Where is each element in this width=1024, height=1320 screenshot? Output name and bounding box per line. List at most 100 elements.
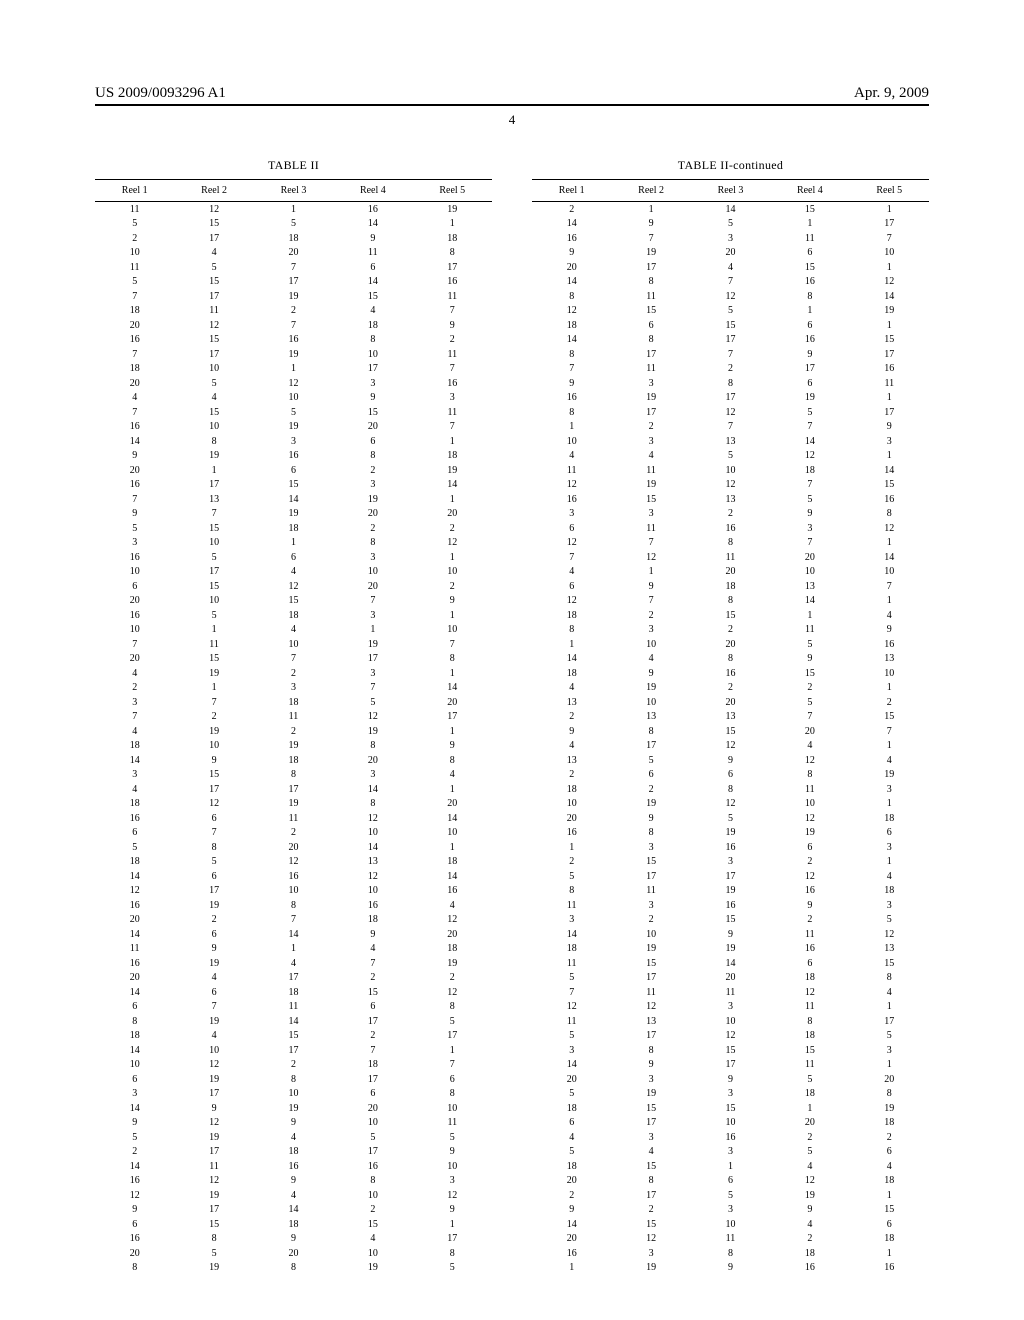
table-cell: 16 <box>691 666 770 681</box>
table-cell: 9 <box>95 1116 174 1131</box>
table-cell: 8 <box>850 507 929 522</box>
table-cell: 15 <box>770 666 849 681</box>
table-row: 3718520 <box>95 695 492 710</box>
table-row: 61518151 <box>95 1217 492 1232</box>
table-cell: 13 <box>532 695 611 710</box>
table-cell: 11 <box>95 942 174 957</box>
table-cell: 7 <box>413 1058 492 1073</box>
table-cell: 2 <box>770 1130 849 1145</box>
table-cell: 4 <box>174 246 253 261</box>
table-cell: 15 <box>174 521 253 536</box>
table-row: 121912715 <box>532 478 929 493</box>
table-cell: 6 <box>850 1145 929 1160</box>
right-column: TABLE II-continued Reel 1Reel 2Reel 3Ree… <box>532 158 929 1275</box>
table-cell: 7 <box>413 362 492 377</box>
table-cell: 12 <box>691 739 770 754</box>
table-row: 4171241 <box>532 739 929 754</box>
table-row: 181219820 <box>95 797 492 812</box>
table-cell: 4 <box>174 971 253 986</box>
table-cell: 16 <box>95 420 174 435</box>
table-cell: 8 <box>333 739 412 754</box>
table-row: 71111124 <box>532 985 929 1000</box>
table-cell: 14 <box>850 289 929 304</box>
table-cell: 4 <box>333 304 412 319</box>
table-cell: 10 <box>333 1246 412 1261</box>
table-cell: 9 <box>174 942 253 957</box>
table-row: 18415217 <box>95 1029 492 1044</box>
table-cell: 8 <box>850 1087 929 1102</box>
table-cell: 15 <box>770 202 849 217</box>
table-cell: 12 <box>413 985 492 1000</box>
table-cell: 2 <box>691 507 770 522</box>
table-cell: 12 <box>174 1058 253 1073</box>
table-cell: 16 <box>95 333 174 348</box>
table-cell: 4 <box>611 1145 690 1160</box>
table-cell: 17 <box>174 782 253 797</box>
table-cell: 18 <box>850 884 929 899</box>
table-cell: 5 <box>95 275 174 290</box>
table-cell: 7 <box>174 1000 253 1015</box>
table-cell: 5 <box>413 1014 492 1029</box>
table-cell: 14 <box>333 275 412 290</box>
table-row: 5820141 <box>95 840 492 855</box>
table-cell: 7 <box>611 536 690 551</box>
table-cell: 6 <box>95 1217 174 1232</box>
table-cell: 19 <box>174 956 253 971</box>
table-cell: 4 <box>333 1232 412 1247</box>
table-cell: 19 <box>254 347 333 362</box>
table-cell: 7 <box>691 420 770 435</box>
table-cell: 4 <box>611 652 690 667</box>
table-cell: 17 <box>611 347 690 362</box>
table-cell: 1 <box>850 855 929 870</box>
table-cell: 14 <box>333 840 412 855</box>
table-row: 1157617 <box>95 260 492 275</box>
table-cell: 11 <box>611 521 690 536</box>
table-cell: 11 <box>174 637 253 652</box>
table-cell: 3 <box>611 507 690 522</box>
table-cell: 13 <box>611 1014 690 1029</box>
table-cell: 20 <box>532 1232 611 1247</box>
table-cell: 20 <box>850 1072 929 1087</box>
table-cell: 11 <box>611 884 690 899</box>
table-cell: 5 <box>532 869 611 884</box>
table-cell: 14 <box>850 463 929 478</box>
table-cell: 17 <box>174 884 253 899</box>
table-row: 12123111 <box>532 1000 929 1015</box>
table-cell: 5 <box>770 1145 849 1160</box>
table-cell: 19 <box>413 463 492 478</box>
table-cell: 18 <box>254 985 333 1000</box>
table-cell: 15 <box>254 1029 333 1044</box>
table-row: 2016219 <box>95 463 492 478</box>
table-cell: 8 <box>532 289 611 304</box>
table-cell: 4 <box>254 623 333 638</box>
table-cell: 12 <box>413 1188 492 1203</box>
table-row: 21313715 <box>532 710 929 725</box>
table-cell: 18 <box>254 231 333 246</box>
table-row: 97192020 <box>95 507 492 522</box>
table-row: 1014110 <box>95 623 492 638</box>
left-column: TABLE II Reel 1Reel 2Reel 3Reel 4Reel 5 … <box>95 158 492 1275</box>
table-cell: 11 <box>611 985 690 1000</box>
table-cell: 20 <box>333 507 412 522</box>
table-cell: 13 <box>850 942 929 957</box>
table-cell: 19 <box>770 391 849 406</box>
table-cell: 18 <box>254 1217 333 1232</box>
table-cell: 1 <box>850 594 929 609</box>
table-cell: 13 <box>691 492 770 507</box>
table-cell: 1 <box>850 536 929 551</box>
table-cell: 5 <box>770 637 849 652</box>
table-cell: 14 <box>850 550 929 565</box>
table-cell: 4 <box>611 449 690 464</box>
table-cell: 6 <box>532 1116 611 1131</box>
table-cell: 16 <box>413 884 492 899</box>
table-cell: 10 <box>95 565 174 580</box>
table-cell: 11 <box>254 1000 333 1015</box>
table-cell: 14 <box>691 956 770 971</box>
table-row: 5151822 <box>95 521 492 536</box>
table-row: 20861218 <box>532 1174 929 1189</box>
table-cell: 11 <box>611 463 690 478</box>
table-cell: 1 <box>413 608 492 623</box>
table-cell: 1 <box>770 1101 849 1116</box>
table-cell: 9 <box>95 507 174 522</box>
table-cell: 11 <box>770 927 849 942</box>
